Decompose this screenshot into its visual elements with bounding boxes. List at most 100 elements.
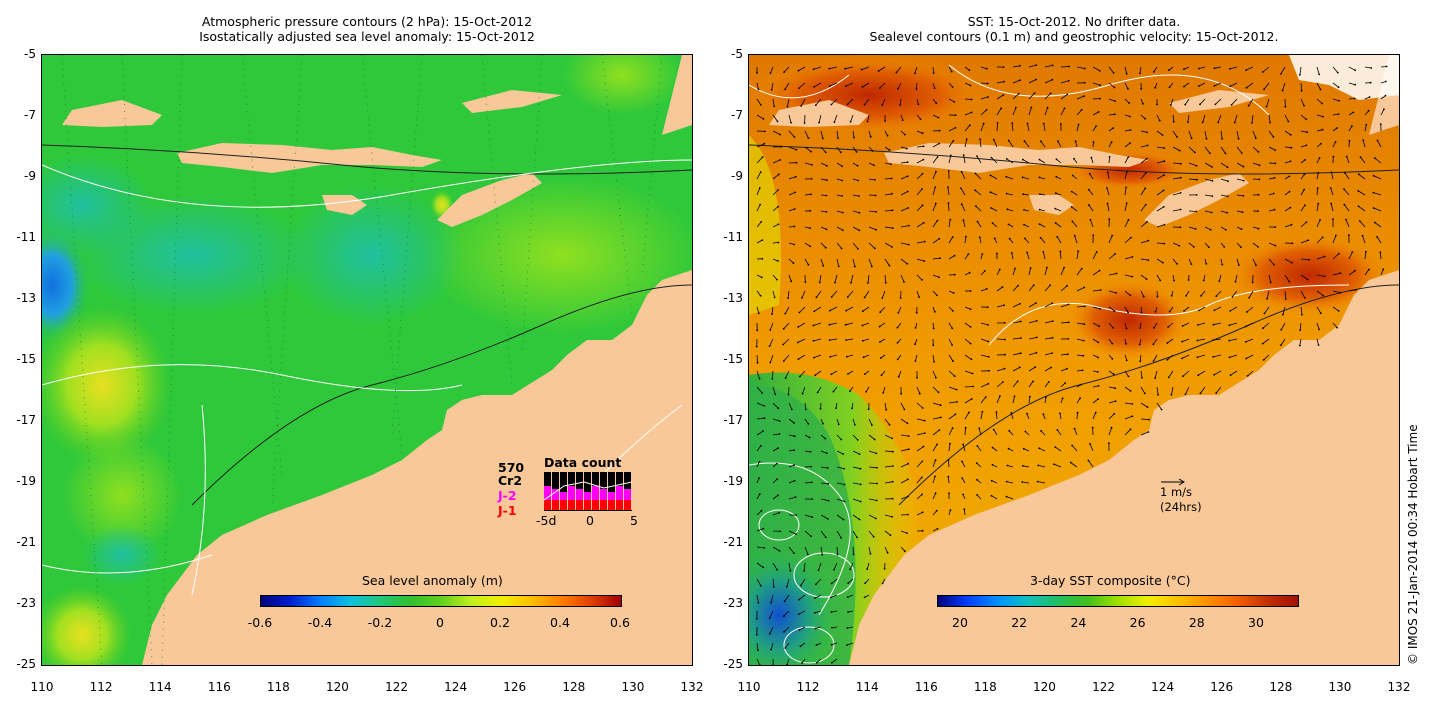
velocity-vector: [1028, 396, 1031, 404]
flores-north-island: [462, 90, 562, 113]
velocity-vector-head: [879, 311, 882, 314]
velocity-vector-head: [856, 536, 858, 539]
velocity-vector-head: [969, 124, 971, 127]
velocity-vector: [852, 530, 858, 538]
velocity-vector-head: [985, 288, 988, 290]
velocity-vector-head: [1335, 234, 1337, 237]
velocity-vector-head: [1274, 162, 1277, 165]
velocity-vector-head: [981, 253, 984, 255]
velocity-vector-head: [991, 222, 994, 225]
velocity-vector: [1056, 429, 1062, 436]
velocity-vector: [1044, 337, 1053, 340]
velocity-vector-head: [857, 247, 859, 250]
velocity-vector: [932, 370, 937, 378]
velocity-vector-head: [1196, 356, 1199, 359]
velocity-vector-head: [1329, 187, 1332, 189]
velocity-vector: [804, 514, 813, 518]
velocity-vector: [975, 205, 982, 212]
velocity-vector: [1316, 219, 1321, 228]
velocity-vector-head: [1344, 172, 1346, 174]
velocity-vector: [1360, 156, 1366, 164]
velocity-vector: [772, 418, 780, 422]
velocity-vector: [996, 338, 1005, 340]
velocity-vector: [1236, 178, 1244, 181]
velocity-vector: [1012, 107, 1017, 116]
data-count-title: Data count: [544, 455, 622, 470]
velocity-vector-head: [1022, 447, 1025, 450]
velocity-vector-head: [990, 494, 993, 497]
velocity-vector-head: [756, 618, 758, 620]
velocity-vector: [815, 98, 822, 106]
velocity-vector-head: [1099, 289, 1102, 291]
velocity-vector: [884, 258, 890, 266]
velocity-vector-head: [1054, 207, 1057, 210]
velocity-vector: [1012, 65, 1021, 68]
velocity-vector-head: [837, 423, 840, 426]
velocity-vector: [756, 546, 765, 549]
velocity-vector: [1055, 446, 1062, 452]
velocity-vector: [1060, 382, 1066, 388]
velocity-vector-head: [1051, 320, 1054, 322]
velocity-vector: [820, 178, 827, 181]
velocity-vector-head: [1063, 266, 1065, 269]
velocity-vector-head: [837, 265, 840, 268]
velocity-vector-head: [1263, 312, 1266, 315]
velocity-vector-head: [1254, 137, 1257, 140]
velocity-vector-head: [1156, 295, 1159, 298]
velocity-vector-head: [1042, 251, 1045, 253]
velocity-vector-head: [1147, 431, 1150, 433]
velocity-vector: [1300, 290, 1306, 299]
velocity-vector: [1181, 354, 1190, 359]
velocity-vector: [813, 322, 822, 326]
velocity-vector-head: [934, 492, 937, 495]
velocity-vector: [1124, 256, 1133, 260]
velocity-vector: [1092, 289, 1101, 292]
velocity-vector: [1091, 157, 1094, 164]
velocity-vector: [818, 562, 822, 571]
velocity-vector-head: [1139, 72, 1141, 75]
velocity-vector: [1172, 209, 1181, 212]
velocity-vector: [1076, 66, 1085, 69]
velocity-vector: [862, 306, 870, 312]
velocity-vector-head: [884, 120, 886, 122]
velocity-vector-head: [1280, 328, 1283, 331]
velocity-vector-head: [1131, 256, 1134, 258]
velocity-vector: [1268, 209, 1275, 212]
velocity-vector: [799, 626, 806, 631]
velocity-vector-head: [872, 535, 875, 538]
vector-key-arrow: [1161, 478, 1185, 486]
velocity-vector-head: [1003, 367, 1006, 370]
velocity-vector-head: [995, 411, 998, 413]
velocity-vector: [772, 562, 778, 571]
velocity-vector-head: [922, 221, 925, 224]
velocity-vector-head: [1255, 264, 1257, 267]
velocity-vector: [881, 98, 886, 106]
velocity-vector-head: [869, 135, 872, 138]
velocity-vector: [884, 193, 893, 196]
velocity-vector: [1344, 172, 1350, 180]
velocity-vector-head: [921, 204, 924, 207]
velocity-vector-head: [1146, 406, 1149, 408]
velocity-vector-head: [795, 161, 798, 164]
velocity-vector-head: [1173, 279, 1175, 282]
velocity-vector: [932, 238, 940, 244]
velocity-vector: [996, 368, 1005, 372]
velocity-vector-head: [1140, 311, 1143, 314]
velocity-vector-head: [962, 219, 965, 222]
velocity-vector: [1300, 82, 1302, 91]
velocity-vector-head: [769, 632, 771, 635]
velocity-vector: [1088, 189, 1094, 196]
velocity-vector-head: [923, 240, 926, 243]
velocity-vector: [1072, 221, 1078, 228]
velocity-vector: [784, 306, 790, 314]
velocity-vector-head: [1195, 164, 1198, 167]
velocity-vector: [1124, 156, 1129, 164]
velocity-vector-head: [1265, 105, 1268, 108]
velocity-vector: [756, 82, 759, 90]
velocity-vector: [916, 432, 925, 436]
velocity-vector: [1197, 354, 1206, 358]
velocity-vector-head: [900, 392, 902, 395]
velocity-vector-head: [1196, 339, 1199, 342]
velocity-vector-head: [1290, 146, 1293, 149]
velocity-vector-head: [1339, 291, 1341, 294]
